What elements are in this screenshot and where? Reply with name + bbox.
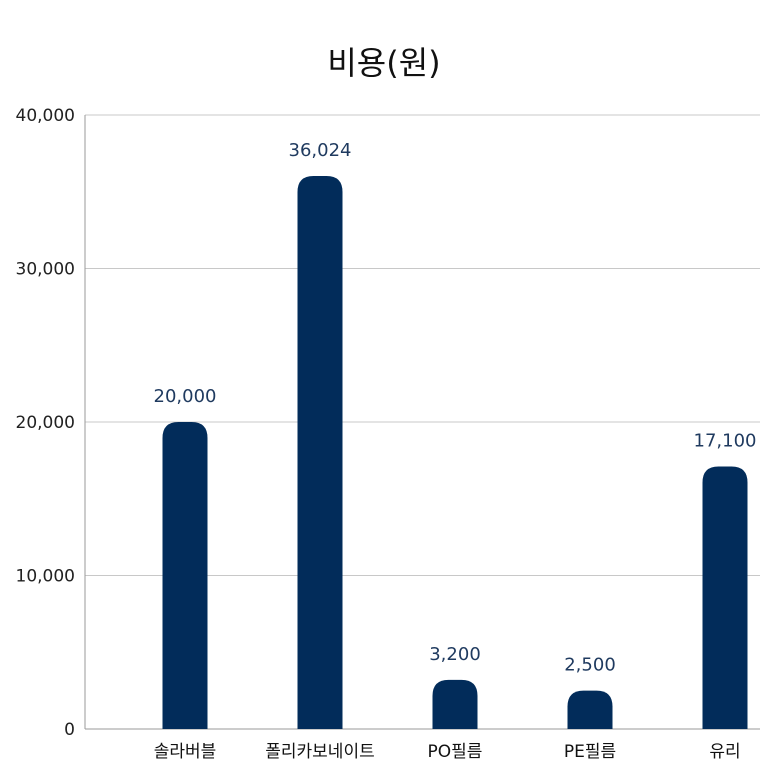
data-label-3: 2,500 [564,655,616,676]
data-label-2: 3,200 [429,644,481,665]
category-label-3: PE필름 [564,742,616,762]
bar-4 [702,466,748,729]
bar-1 [297,176,343,729]
data-label-1: 36,024 [289,140,352,161]
y-axis-tick-labels: 0 10,000 20,000 30,000 40,000 [16,106,75,740]
y-tick-label-4: 40,000 [16,106,75,126]
category-label-1: 폴리카보네이트 [265,742,374,762]
bar-0 [162,422,208,729]
category-label-0: 솔라버블 [154,742,217,762]
y-tick-label-0: 0 [64,720,75,740]
bar-3 [567,690,613,729]
bar-2 [432,679,478,729]
y-tick-label-2: 20,000 [16,413,75,433]
category-label-4: 유리 [709,742,740,762]
y-tick-label-3: 30,000 [16,260,75,280]
data-label-4: 17,100 [694,431,757,452]
category-label-2: PO필름 [428,742,483,762]
bars [162,176,748,729]
data-label-0: 20,000 [154,386,217,407]
y-tick-label-1: 10,000 [16,567,75,587]
chart-title: 비용(원) [327,44,440,82]
x-axis-category-labels: 솔라버블 폴리카보네이트 PO필름 PE필름 유리 [154,742,741,762]
data-labels: 20,000 36,024 3,200 2,500 17,100 [154,140,757,676]
